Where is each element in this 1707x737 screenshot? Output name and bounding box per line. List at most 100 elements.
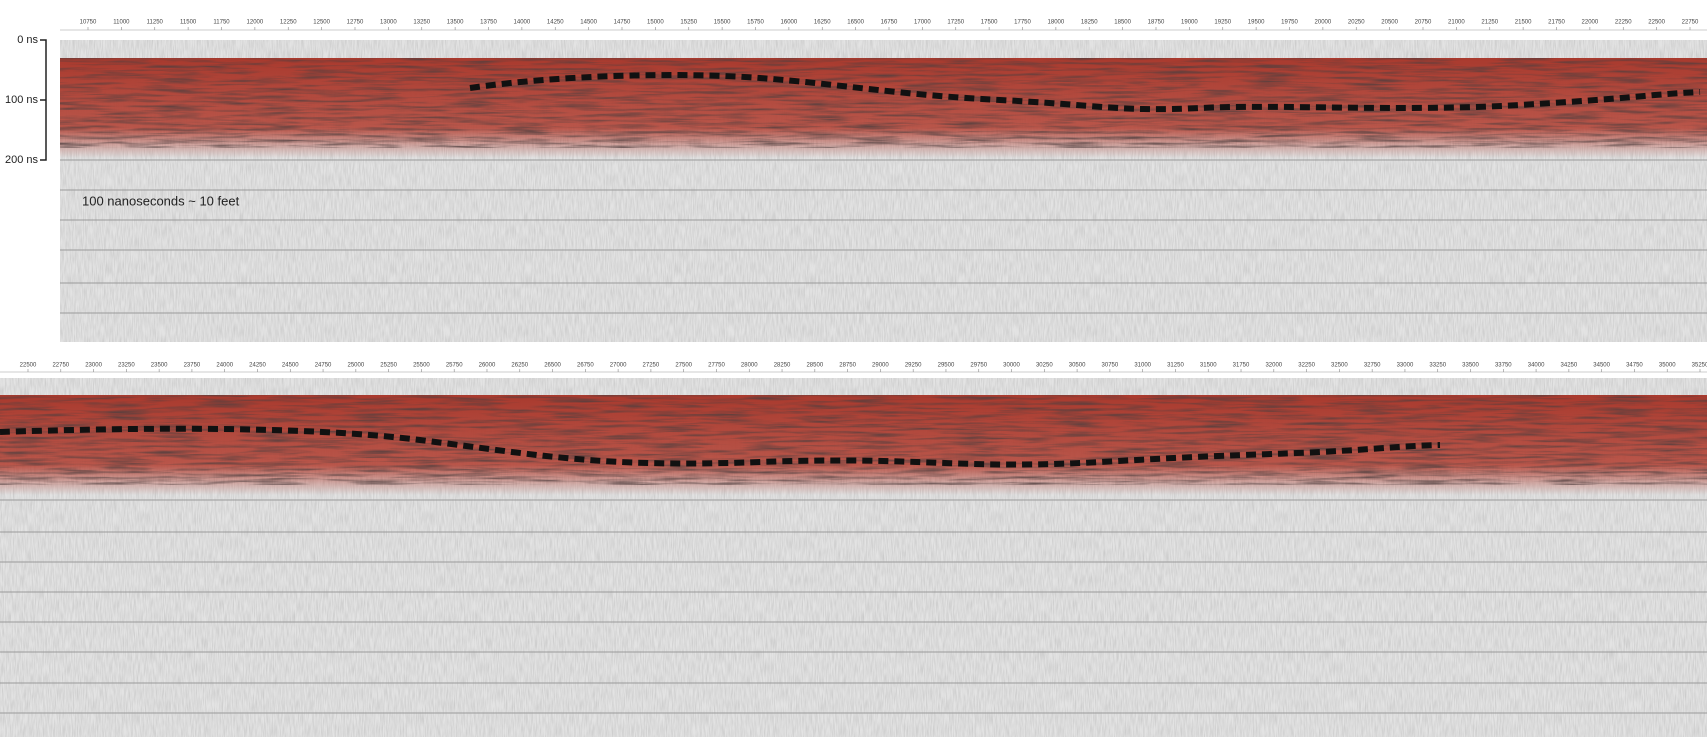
distance-tick-label: 13750: [480, 20, 497, 26]
distance-tick-label: 31250: [1167, 363, 1184, 369]
distance-tick-label: 28750: [839, 363, 856, 369]
distance-tick-label: 32000: [1265, 363, 1282, 369]
depth-label: 0 ns: [17, 34, 38, 46]
distance-tick-label: 22500: [20, 363, 37, 369]
depth-label: 100 ns: [5, 94, 39, 106]
distance-tick-label: 20500: [1381, 20, 1398, 26]
distance-tick-label: 31500: [1200, 363, 1217, 369]
distance-tick-label: 21500: [1515, 20, 1532, 26]
distance-tick-label: 26500: [544, 363, 561, 369]
distance-tick-label: 31000: [1134, 363, 1151, 369]
distance-tick-label: 32500: [1331, 363, 1348, 369]
page: 0 ns 100 ns 200 ns 100 nanoseconds ~ 10 …: [0, 0, 1707, 737]
distance-tick-label: 20750: [1415, 20, 1432, 26]
distance-tick-label: 34000: [1528, 363, 1545, 369]
distance-tick-label: 31750: [1233, 363, 1250, 369]
distance-tick-label: 19500: [1248, 20, 1265, 26]
distance-tick-label: 16750: [881, 20, 898, 26]
distance-tick-label: 23500: [151, 363, 168, 369]
distance-tick-label: 17750: [1014, 20, 1031, 26]
distance-tick-label: 33500: [1462, 363, 1479, 369]
distance-tick-label: 28000: [741, 363, 758, 369]
distance-tick-label: 27750: [708, 363, 725, 369]
distance-tick-label: 35250: [1692, 363, 1707, 369]
distance-tick-label: 18750: [1148, 20, 1165, 26]
distance-tick-label: 18250: [1081, 20, 1098, 26]
distance-tick-label: 29250: [905, 363, 922, 369]
distance-tick-label: 25250: [380, 363, 397, 369]
reflection-streaks: [60, 58, 1707, 148]
distance-tick-label: 14500: [580, 20, 597, 26]
distance-tick-label: 33750: [1495, 363, 1512, 369]
distance-tick-label: 32250: [1298, 363, 1315, 369]
distance-tick-label: 22750: [1682, 20, 1699, 26]
distance-tick-label: 22250: [1615, 20, 1632, 26]
distance-tick-label: 21250: [1481, 20, 1498, 26]
distance-tick-label: 12750: [347, 20, 364, 26]
distance-tick-label: 16000: [781, 20, 798, 26]
distance-tick-label: 19250: [1214, 20, 1231, 26]
distance-tick-label: 15750: [747, 20, 764, 26]
distance-tick-label: 23000: [85, 363, 102, 369]
distance-tick-label: 11250: [147, 20, 164, 26]
distance-tick-label: 23750: [184, 363, 201, 369]
distance-tick-label: 26250: [511, 363, 528, 369]
distance-tick-label: 22750: [52, 363, 69, 369]
distance-tick-label: 33250: [1429, 363, 1446, 369]
distance-tick-label: 27000: [610, 363, 627, 369]
distance-tick-label: 30000: [1003, 363, 1020, 369]
distance-tick-label: 34500: [1593, 363, 1610, 369]
reflection-streaks: [0, 395, 1707, 485]
distance-tick-label: 14000: [514, 20, 531, 26]
distance-tick-label: 17000: [914, 20, 931, 26]
distance-tick-label: 23250: [118, 363, 135, 369]
distance-tick-label: 24750: [315, 363, 332, 369]
distance-tick-label: 13500: [447, 20, 464, 26]
distance-tick-label: 25750: [446, 363, 463, 369]
distance-tick-label: 30250: [1036, 363, 1053, 369]
distance-tick-label: 11750: [213, 20, 230, 26]
distance-tick-label: 26750: [577, 363, 594, 369]
distance-tick-label: 13000: [380, 20, 397, 26]
distance-tick-label: 22500: [1648, 20, 1665, 26]
distance-tick-label: 29750: [970, 363, 987, 369]
distance-tick-label: 17500: [981, 20, 998, 26]
distance-tick-label: 15250: [680, 20, 697, 26]
distance-tick-label: 20000: [1315, 20, 1332, 26]
distance-tick-label: 24250: [249, 363, 266, 369]
distance-tick-label: 21750: [1548, 20, 1565, 26]
distance-tick-label: 14750: [614, 20, 631, 26]
distance-tick-label: 33000: [1397, 363, 1414, 369]
distance-tick-label: 25500: [413, 363, 430, 369]
distance-tick-label: 34750: [1626, 363, 1643, 369]
distance-tick-label: 16250: [814, 20, 831, 26]
distance-tick-label: 29000: [872, 363, 889, 369]
depth-label: 200 ns: [5, 154, 39, 166]
distance-tick-label: 14250: [547, 20, 564, 26]
distance-tick-label: 18500: [1114, 20, 1131, 26]
radargram-figure: 0 ns 100 ns 200 ns 100 nanoseconds ~ 10 …: [0, 0, 1707, 737]
distance-tick-label: 19000: [1181, 20, 1198, 26]
distance-tick-label: 11500: [180, 20, 197, 26]
distance-tick-label: 32750: [1364, 363, 1381, 369]
distance-tick-label: 24000: [216, 363, 233, 369]
distance-tick-label: 15000: [647, 20, 664, 26]
distance-tick-label: 12250: [280, 20, 297, 26]
distance-tick-label: 19750: [1281, 20, 1298, 26]
distance-tick-label: 28250: [774, 363, 791, 369]
distance-tick-label: 20250: [1348, 20, 1365, 26]
distance-tick-label: 24500: [282, 363, 299, 369]
distance-tick-label: 29500: [938, 363, 955, 369]
distance-tick-label: 35000: [1659, 363, 1676, 369]
distance-tick-label: 27250: [643, 363, 660, 369]
distance-tick-label: 12000: [247, 20, 264, 26]
distance-tick-label: 30750: [1102, 363, 1119, 369]
distance-tick-label: 18000: [1048, 20, 1065, 26]
distance-tick-label: 10750: [80, 20, 97, 26]
distance-tick-label: 11000: [113, 20, 130, 26]
distance-tick-label: 12500: [313, 20, 330, 26]
depth-bracket: [40, 40, 46, 160]
distance-tick-label: 17250: [947, 20, 964, 26]
distance-tick-label: 13250: [413, 20, 430, 26]
distance-tick-label: 21000: [1448, 20, 1465, 26]
